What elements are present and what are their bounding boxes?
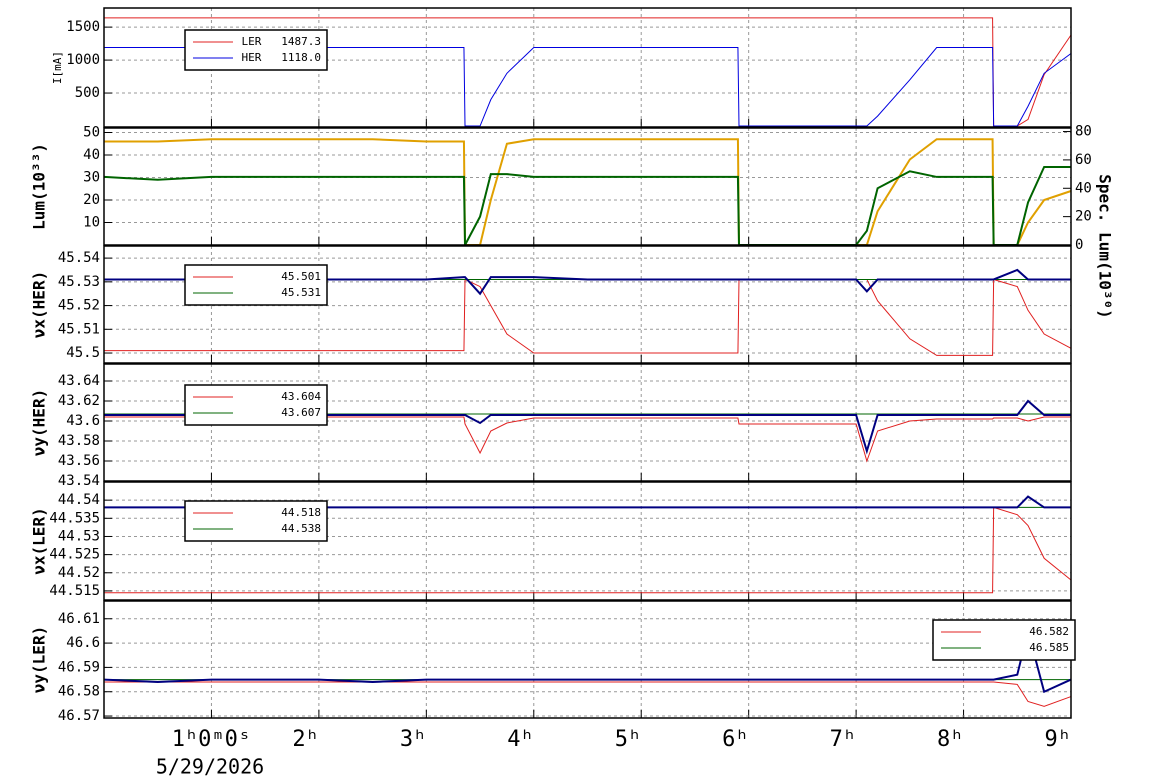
plot-frame	[103, 127, 1072, 246]
legend-label: 43.607	[281, 406, 321, 419]
y2-tick-label: 40	[1075, 180, 1092, 196]
x-tick-label: 9ʰ	[1045, 727, 1072, 752]
x-tick-label: 6ʰ	[722, 727, 749, 752]
y-tick-label: 43.54	[58, 473, 100, 489]
series-line	[104, 268, 1071, 296]
y-tick-label: 44.515	[49, 583, 100, 599]
y-tick-label: 43.64	[58, 373, 100, 389]
series-line	[104, 495, 1071, 509]
y-tick-label: 1500	[66, 19, 100, 35]
y-tick-label: 45.51	[58, 321, 100, 337]
y-tick-label: 46.57	[58, 708, 100, 724]
y-tick-label: 43.62	[58, 393, 100, 409]
y-tick-label: 46.59	[58, 659, 100, 675]
y-tick-label: 43.58	[58, 433, 100, 449]
y-tick-label: 50	[83, 125, 100, 141]
y-tick-label: 46.58	[58, 684, 100, 700]
legend-label: 45.531	[281, 286, 321, 299]
series-line	[104, 506, 1072, 594]
y-tick-label: 40	[83, 147, 100, 163]
y-tick-label: 44.525	[49, 547, 100, 563]
x-tick-label: 7ʰ	[830, 727, 857, 752]
y-tick-label: 43.56	[58, 453, 100, 469]
legend-box	[184, 29, 328, 71]
legend-label: 43.604	[281, 390, 321, 403]
series-line	[104, 416, 1071, 463]
x-tick-label: 1ʰ0ᵐ0ˢ	[172, 727, 251, 752]
y-tick-label: 500	[75, 85, 100, 101]
y-tick-label: 46.61	[58, 611, 100, 627]
y2-tick-label: 20	[1075, 209, 1092, 225]
x-tick-label: 8ʰ	[937, 727, 964, 752]
plot-frame	[103, 363, 1072, 482]
y-axis-label: Lum(10³³)	[30, 143, 49, 230]
series-line	[104, 278, 1072, 356]
y-axis-label: νy(LER)	[30, 626, 49, 693]
x-tick-label: 5ʰ	[615, 727, 642, 752]
legend-label: 46.582	[1029, 625, 1069, 638]
y-tick-label: 1000	[66, 52, 100, 68]
y-tick-label: 45.53	[58, 274, 100, 290]
plot-frame	[103, 7, 1072, 128]
y-tick-label: 44.53	[58, 528, 100, 544]
legend-label: 45.501	[281, 270, 321, 283]
y-axis-label: I[mA]	[51, 51, 64, 84]
y-tick-label: 10	[83, 215, 100, 231]
y-tick-label: 45.52	[58, 298, 100, 314]
y-tick-label: 45.54	[58, 250, 100, 266]
legend-label: HER 1118.0	[242, 51, 321, 64]
legend-box	[184, 264, 328, 306]
y-tick-label: 45.5	[66, 345, 100, 361]
legend-box	[932, 619, 1076, 661]
y2-tick-label: 80	[1075, 124, 1092, 140]
series-line	[104, 399, 1071, 455]
y-axis-label: νy(HER)	[30, 389, 49, 456]
y2-tick-label: 60	[1075, 152, 1092, 168]
y-tick-label: 44.54	[58, 492, 100, 508]
x-tick-label: 4ʰ	[507, 727, 534, 752]
y-tick-label: 46.6	[66, 635, 100, 651]
y-tick-label: 30	[83, 170, 100, 186]
y-axis-label: νx(LER)	[30, 507, 49, 574]
y-tick-label: 43.6	[66, 413, 100, 429]
y-tick-label: 44.535	[49, 510, 100, 526]
series-line	[104, 681, 1072, 707]
x-tick-label: 2ʰ	[292, 727, 319, 752]
date-label: 5/29/2026	[156, 755, 264, 779]
y2-axis-label: Spec. Lum(10³⁰)	[1096, 174, 1115, 319]
y-tick-label: 20	[83, 192, 100, 208]
plot-frame	[103, 481, 1072, 601]
legend-box	[184, 384, 328, 426]
series-line	[104, 138, 1072, 246]
legend-label: 44.518	[281, 506, 321, 519]
legend-box	[184, 500, 328, 542]
series-line	[103, 630, 1072, 694]
series-line	[103, 166, 1071, 246]
plot-frame	[103, 245, 1072, 364]
y-axis-label: νx(HER)	[30, 271, 49, 338]
legend-label: 44.538	[281, 522, 321, 535]
x-tick-label: 3ʰ	[400, 727, 427, 752]
y2-tick-label: 0	[1075, 237, 1083, 253]
series-line	[104, 47, 1072, 127]
legend-label: 46.585	[1029, 641, 1069, 654]
series-line	[104, 17, 1072, 127]
y-tick-label: 44.52	[58, 565, 100, 581]
legend-label: LER 1487.3	[242, 35, 321, 48]
